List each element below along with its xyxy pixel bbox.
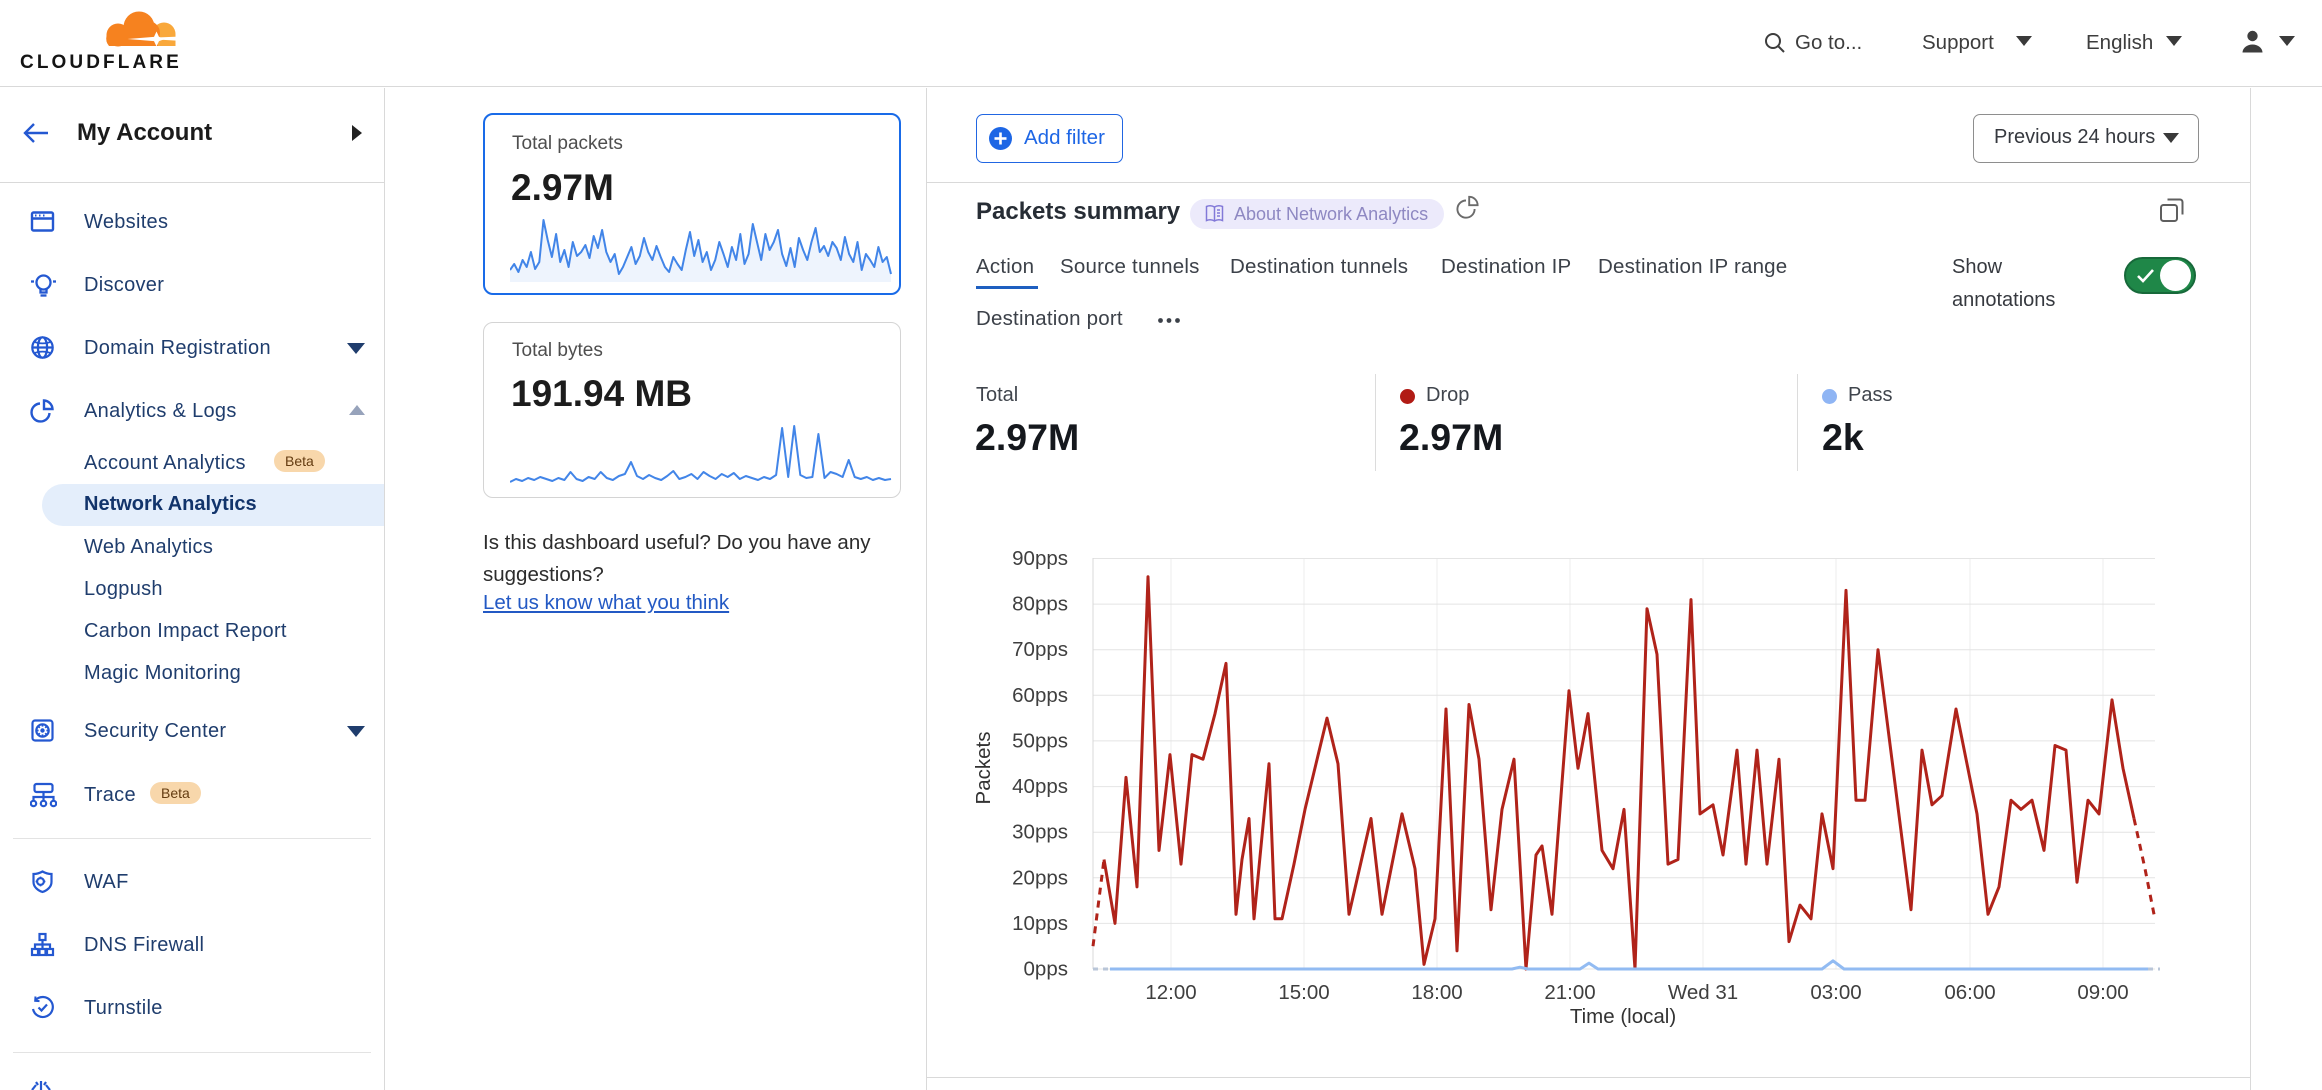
svg-text:40pps: 40pps bbox=[1012, 775, 1068, 798]
svg-text:10pps: 10pps bbox=[1012, 912, 1068, 935]
svg-text:20pps: 20pps bbox=[1012, 866, 1068, 889]
svg-text:21:00: 21:00 bbox=[1544, 981, 1595, 1004]
svg-text:60pps: 60pps bbox=[1012, 684, 1068, 707]
svg-text:15:00: 15:00 bbox=[1278, 981, 1329, 1004]
svg-text:90pps: 90pps bbox=[1012, 547, 1068, 570]
svg-text:70pps: 70pps bbox=[1012, 638, 1068, 661]
svg-text:80pps: 80pps bbox=[1012, 593, 1068, 616]
svg-text:09:00: 09:00 bbox=[2077, 981, 2128, 1004]
svg-text:0pps: 0pps bbox=[1024, 958, 1068, 981]
svg-text:Time (local): Time (local) bbox=[1570, 1005, 1676, 1028]
svg-text:06:00: 06:00 bbox=[1944, 981, 1995, 1004]
svg-text:Packets: Packets bbox=[972, 732, 995, 805]
svg-text:Wed 31: Wed 31 bbox=[1668, 981, 1738, 1004]
svg-text:50pps: 50pps bbox=[1012, 729, 1068, 752]
svg-text:12:00: 12:00 bbox=[1145, 981, 1196, 1004]
svg-text:30pps: 30pps bbox=[1012, 821, 1068, 844]
svg-text:18:00: 18:00 bbox=[1411, 981, 1462, 1004]
svg-text:03:00: 03:00 bbox=[1810, 981, 1861, 1004]
